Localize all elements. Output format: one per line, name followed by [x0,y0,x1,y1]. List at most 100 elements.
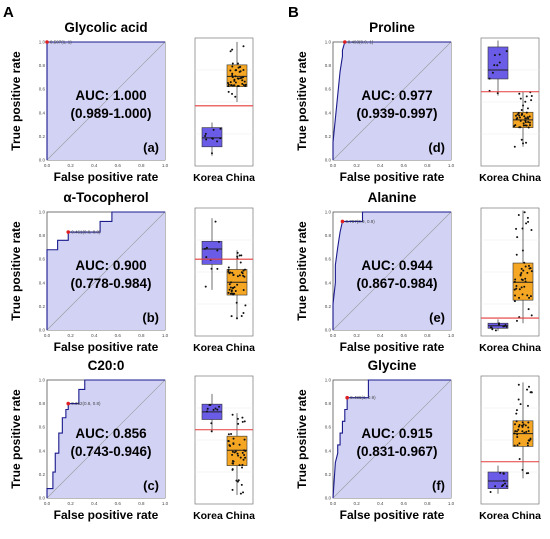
china-point [240,314,243,317]
china-point [234,290,237,293]
x-tick-label: 0.8 [424,163,431,168]
china-point [522,124,525,127]
threshold-label: 0.493(0.9, 1) [348,40,374,45]
china-point [236,62,239,65]
china-point [231,92,234,95]
china-point [232,442,235,445]
china-point [521,279,524,282]
china-point [230,281,233,284]
auc-value: AUC: 1.000 [75,88,146,103]
x-tick-label: 0.0 [330,163,337,168]
x-tick-label: 1.0 [162,163,169,168]
y-tick-label: 0.8 [325,233,332,238]
korea-point [204,132,207,135]
china-point [521,468,524,471]
china-point [516,113,519,116]
china-point [527,120,530,123]
korea-point [491,328,494,331]
x-tick-label: 0.2 [353,501,360,506]
china-point [241,463,244,466]
y-tick-label: 0.8 [39,401,46,406]
panel-5: Glycine 0.00.0 0.2 0.2 0.4 0.4 0.6 0.6 0.8 0.8 1.0… [295,358,541,522]
korea-box [201,240,223,265]
threshold-label: 0.461(0.8, 0.8) [71,230,101,235]
china-point [518,424,521,427]
china-point [513,423,516,426]
auc-ci: (0.867-0.984) [356,276,437,291]
x-tick-label: 1.0 [162,501,169,506]
y-tick-label: 0.2 [325,304,332,309]
section-label-b: B [288,4,299,21]
x-tick-label: 0.6 [115,163,122,168]
china-point [527,264,530,267]
china-point [237,454,240,457]
roc-diagonal [332,41,452,161]
auc-value: AUC: 0.856 [75,426,147,441]
threshold-point [343,40,347,44]
roc-ylabel: True positive rate [9,389,23,489]
china-point [237,479,240,482]
china-point [242,491,245,494]
china-point [523,261,526,264]
china-point [524,265,527,268]
y-tick-label: 1.0 [325,40,332,45]
korea-point [493,64,496,67]
china-point [521,293,524,296]
roc-xlabel: False positive rate [340,508,445,522]
x-tick-label: 0.6 [401,163,408,168]
china-point [231,488,234,491]
china-point [516,116,519,119]
china-point [241,272,244,275]
china-point [227,433,230,436]
china-point [234,69,237,72]
roc-curve [332,379,451,499]
roc-xlabel: False positive rate [54,340,159,354]
x-tick-label: 0.4 [377,163,384,168]
china-point [526,271,529,274]
korea-point [203,247,206,250]
china-point [527,220,530,223]
china-point [527,126,530,129]
y-tick-label: 0.2 [325,472,332,477]
china-point [528,296,531,299]
china-point [233,84,236,87]
roc-xlabel: False positive rate [340,340,445,354]
boxplot-xlabel: Korea China [479,342,541,354]
korea-point [212,408,215,411]
china-point [527,439,530,442]
korea-point [504,482,507,485]
panel-label: (e) [429,310,445,325]
china-point [231,271,234,274]
china-point [240,483,243,486]
china-point [238,254,241,257]
roc-ylabel: True positive rate [9,221,23,321]
y-tick-label: 1.0 [39,40,46,45]
china-point [228,272,231,275]
china-point [239,261,242,264]
china-point [515,420,518,423]
china-point [525,222,528,225]
korea-point [214,220,217,223]
x-tick-label: 1.0 [448,163,455,168]
china-point [525,430,528,433]
china-point [517,425,520,428]
china-point [241,420,244,423]
china-point [233,451,236,454]
china-point [526,107,529,110]
x-tick-label: 0.8 [424,333,431,338]
china-point [515,284,518,287]
china-point [518,116,521,119]
threshold-label: 0.507(1, 1) [50,40,72,45]
china-point [242,269,245,272]
x-tick-label: 1.0 [448,333,455,338]
china-point [524,117,527,120]
y-tick-label: 0.6 [325,87,332,92]
china-point [231,453,234,456]
china-point [524,100,527,103]
boxplot-xlabel: Korea China [193,510,255,522]
korea-point [216,140,219,143]
china-point [231,76,234,79]
china-point [517,428,520,431]
china-point [524,277,527,280]
china-point [519,119,522,122]
